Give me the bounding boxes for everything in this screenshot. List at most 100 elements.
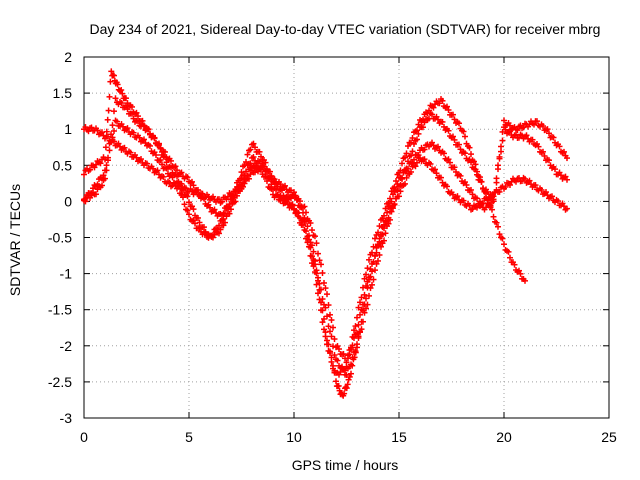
y-tick-label: 0 xyxy=(64,193,72,209)
data-point xyxy=(343,359,350,366)
data-point xyxy=(345,376,352,383)
data-point xyxy=(289,201,296,208)
data-point xyxy=(340,350,347,357)
data-point xyxy=(540,148,546,155)
data-point xyxy=(297,198,303,205)
data-point xyxy=(81,171,87,178)
data-point xyxy=(427,160,434,167)
data-point xyxy=(409,148,416,155)
data-point xyxy=(514,127,521,134)
data-point xyxy=(502,183,509,190)
y-tick-label: -1.5 xyxy=(48,302,72,318)
data-point xyxy=(123,95,129,102)
data-point xyxy=(348,361,354,368)
data-point xyxy=(414,127,420,134)
data-point xyxy=(387,216,393,223)
data-point xyxy=(511,261,518,268)
data-point xyxy=(219,198,225,205)
data-point xyxy=(490,213,497,220)
data-point xyxy=(564,205,570,212)
data-point xyxy=(186,211,192,218)
data-point xyxy=(157,157,164,164)
data-point xyxy=(102,167,108,174)
data-point xyxy=(186,199,192,206)
data-point xyxy=(108,131,114,138)
data-point xyxy=(109,134,116,141)
data-point xyxy=(295,209,302,216)
data-point xyxy=(315,290,321,297)
data-point xyxy=(174,173,180,180)
data-point xyxy=(129,103,135,110)
data-point xyxy=(346,373,353,380)
data-point xyxy=(393,187,399,194)
data-point xyxy=(163,165,170,172)
data-point xyxy=(397,188,404,195)
data-point xyxy=(111,72,117,79)
data-point xyxy=(315,250,321,257)
data-point xyxy=(495,223,501,230)
data-point xyxy=(457,172,464,179)
data-point xyxy=(438,174,444,181)
data-point xyxy=(499,137,506,144)
data-point xyxy=(429,111,435,118)
data-point xyxy=(303,228,309,235)
data-point xyxy=(366,292,372,299)
data-point xyxy=(351,327,357,334)
data-point xyxy=(381,221,387,228)
data-point xyxy=(190,206,197,213)
data-point xyxy=(306,236,312,243)
y-tick-label: 0.5 xyxy=(53,157,73,173)
data-point xyxy=(478,178,485,185)
data-point xyxy=(184,174,191,181)
data-point xyxy=(399,174,405,181)
data-point xyxy=(556,143,563,150)
data-point xyxy=(399,160,405,167)
data-point xyxy=(445,156,452,163)
data-point xyxy=(258,153,264,160)
data-point xyxy=(256,148,263,155)
data-point xyxy=(201,195,207,202)
data-point xyxy=(310,248,317,255)
data-point xyxy=(546,157,552,164)
data-point xyxy=(104,116,111,123)
data-point xyxy=(550,134,557,141)
data-point xyxy=(348,370,354,377)
data-point xyxy=(207,204,213,211)
data-point xyxy=(304,223,311,230)
data-point xyxy=(366,274,372,281)
data-point xyxy=(267,168,273,175)
data-point xyxy=(115,140,122,147)
data-point xyxy=(463,181,470,188)
data-point xyxy=(318,286,324,293)
data-point xyxy=(232,198,239,205)
data-point xyxy=(507,128,513,135)
data-point xyxy=(169,174,176,181)
data-point xyxy=(252,144,258,151)
y-tick-label: -1 xyxy=(60,266,73,282)
data-point xyxy=(304,233,311,240)
data-point xyxy=(364,265,371,272)
data-point xyxy=(174,167,180,174)
data-point xyxy=(118,100,125,107)
data-point xyxy=(484,188,491,195)
data-point xyxy=(288,195,294,202)
data-point xyxy=(451,136,458,143)
data-point xyxy=(94,181,101,188)
data-point xyxy=(309,227,315,234)
y-tick-label: -3 xyxy=(60,410,73,426)
data-point xyxy=(114,118,120,125)
x-tick-label: 0 xyxy=(80,429,88,445)
x-tick-label: 20 xyxy=(496,429,512,445)
data-point xyxy=(192,220,198,227)
data-point xyxy=(421,146,428,153)
data-point xyxy=(195,214,201,221)
data-point xyxy=(310,256,317,263)
data-point xyxy=(378,231,384,238)
data-point xyxy=(114,81,121,88)
data-point xyxy=(373,244,380,251)
data-point xyxy=(516,267,522,274)
data-point xyxy=(102,144,109,151)
data-point xyxy=(462,150,468,157)
data-point xyxy=(441,150,447,157)
